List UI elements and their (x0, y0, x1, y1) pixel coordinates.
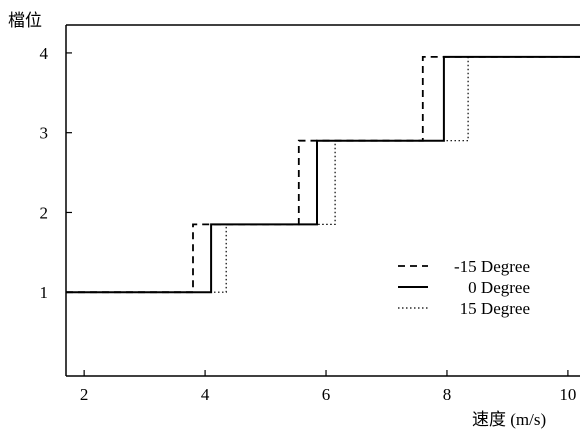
legend-label: 0 Degree (468, 278, 530, 297)
y-tick-label: 1 (40, 283, 49, 302)
x-tick-label: 6 (322, 385, 331, 404)
legend-label: 15 Degree (460, 299, 530, 318)
y-axis-label: 檔位 (8, 11, 42, 30)
x-tick-label: 4 (201, 385, 210, 404)
series-line-dashed (66, 56, 580, 294)
y-tick-label: 2 (40, 203, 49, 222)
x-tick-label: 8 (443, 385, 452, 404)
x-tick-label: 10 (559, 385, 576, 404)
x-axis-label: 速度 (m/s) (472, 410, 546, 429)
legend-label: -15 Degree (454, 257, 530, 276)
y-tick-label: 3 (40, 124, 49, 143)
series-line-solid (66, 55, 580, 294)
y-tick-label: 4 (40, 44, 49, 63)
x-tick-label: 2 (80, 385, 89, 404)
